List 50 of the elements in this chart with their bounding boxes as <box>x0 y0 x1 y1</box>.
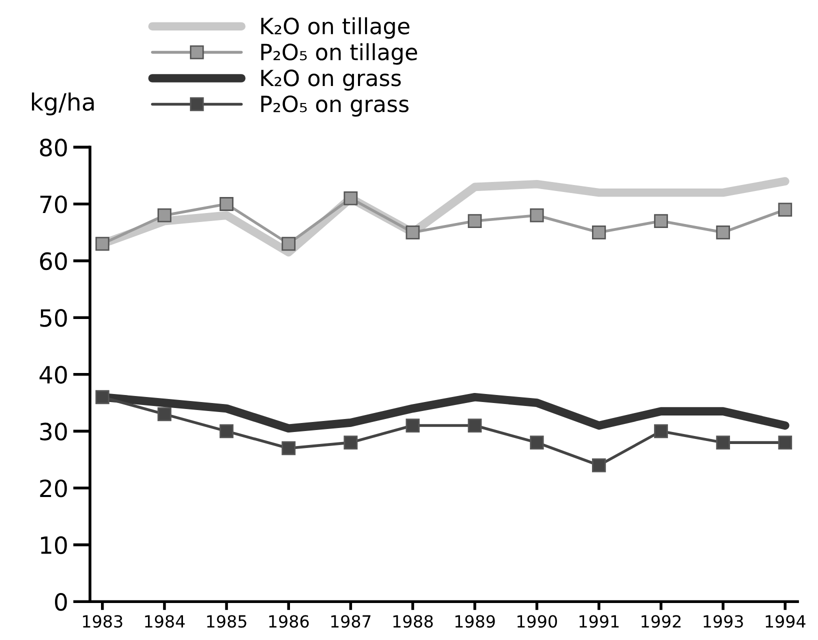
point <box>95 236 110 251</box>
x-tick-label: 1992 <box>642 615 681 628</box>
legend-label: P₂O₅ on tillage <box>261 43 418 65</box>
y-tick-label: 50 <box>40 309 67 327</box>
x-tick-label: 1986 <box>269 615 309 628</box>
x-tick-label: 1989 <box>455 615 495 628</box>
point <box>654 214 668 228</box>
y-tick-label: 0 <box>54 593 67 611</box>
x-tick-label: 1983 <box>83 615 122 628</box>
point <box>344 191 358 206</box>
legend-label: K₂O on grass <box>261 70 401 91</box>
legend-label: P₂O₅ on grass <box>261 95 409 117</box>
y-tick-label: 80 <box>40 138 67 157</box>
y-tick-label: 70 <box>40 195 67 214</box>
x-tick-label: 1987 <box>331 615 370 628</box>
point <box>592 458 606 472</box>
x-tick-label: 1994 <box>766 615 806 628</box>
point <box>406 225 420 240</box>
point <box>716 225 730 240</box>
legend-label: K₂O on tillage <box>261 17 410 39</box>
point <box>158 208 172 222</box>
x-tick-label: 1984 <box>145 615 185 628</box>
point <box>654 424 668 438</box>
y-tick-label: 20 <box>40 479 67 498</box>
point <box>530 436 544 450</box>
point <box>468 418 482 432</box>
point <box>592 225 606 240</box>
x-tick-label: 1991 <box>580 615 619 628</box>
point <box>158 407 172 422</box>
x-tick-label: 1985 <box>207 615 246 628</box>
x-tick-label: 1988 <box>393 615 433 628</box>
point <box>344 436 358 450</box>
point <box>778 436 792 450</box>
x-tick-label: 1993 <box>704 615 743 628</box>
point <box>282 236 296 251</box>
y-axis-title: kg/ha <box>32 92 94 116</box>
point <box>530 208 544 222</box>
point <box>220 197 234 211</box>
point <box>716 436 730 450</box>
point <box>406 418 420 432</box>
x-tick-label: 1990 <box>517 615 557 628</box>
y-tick-label: 40 <box>40 366 67 384</box>
point <box>95 390 110 404</box>
point <box>778 202 792 217</box>
point <box>220 424 234 438</box>
point <box>468 214 482 228</box>
point <box>282 441 296 456</box>
y-tick-label: 30 <box>40 422 67 441</box>
y-tick-label: 60 <box>40 252 67 270</box>
y-tick-label: 10 <box>41 536 67 554</box>
